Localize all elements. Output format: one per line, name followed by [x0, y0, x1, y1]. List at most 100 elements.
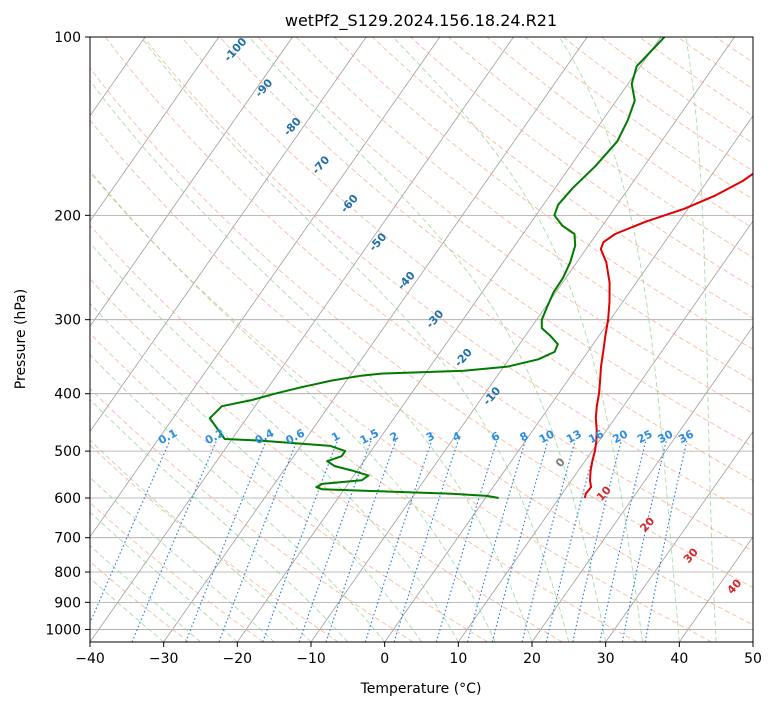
mixing-ratio-line: [466, 440, 526, 642]
moist-adiabat-line: [90, 476, 275, 642]
dry-adiabat-line: [143, 37, 753, 516]
dry-adiabat-line: [639, 37, 753, 117]
dry-adiabat-label: -100: [221, 35, 249, 64]
mixing-ratio-line: [644, 440, 688, 642]
y-tick-label: 600: [54, 491, 81, 507]
dry-adiabat-line: [715, 37, 753, 63]
dry-adiabat-line: [181, 37, 753, 482]
plot-frame: [89, 36, 754, 643]
moist-adiabat-line: [90, 399, 349, 642]
axis-ticks: −40 −30 −20 −10 0 10 20 30 40 5010020030040050060…: [45, 30, 762, 667]
mixing-ratio-label: 0.1: [156, 426, 179, 447]
moist-adiabat-line: [90, 80, 533, 642]
moist-adiabat-line: [90, 354, 386, 642]
dry-adiabat-line: [295, 37, 753, 382]
mixing-ratio-line: [491, 440, 549, 642]
moist-adiabat-line: [248, 37, 607, 642]
y-axis-label: Pressure (hPa): [13, 289, 29, 389]
moist-adiabat-label: 30: [681, 545, 701, 565]
mixing-ratio-line: [621, 440, 667, 642]
isotherm-line: [237, 37, 662, 642]
isotherm-line: [90, 37, 293, 327]
x-tick-label: −30: [149, 651, 179, 667]
profile-series: [208, 37, 753, 499]
mixing-ratio-line: [599, 440, 647, 642]
mixing-ratio-label: 0.2: [203, 426, 226, 447]
dry-adiabat-label: -50: [366, 230, 389, 254]
x-tick-label: 20: [523, 651, 541, 667]
mixing-ratio-label: 36: [676, 427, 696, 446]
dry-adiabat-line: [90, 67, 753, 588]
y-tick-label: 800: [54, 565, 81, 581]
mixing-ratio-line: [572, 440, 622, 642]
moist-adiabat-line: [140, 37, 570, 642]
dry-adiabat-line: [448, 37, 753, 259]
mixing-ratio-line: [131, 440, 218, 642]
dry-adiabat-label: -90: [252, 76, 275, 100]
x-tick-label: 40: [670, 651, 688, 667]
moist-adiabat-line: [90, 169, 496, 642]
mixing-ratio-label: 0.4: [253, 426, 277, 447]
y-tick-label: 200: [54, 208, 81, 224]
mixing-ratio-label: 20: [610, 427, 630, 446]
y-tick-label: 500: [54, 444, 81, 460]
dry-adiabat-line: [486, 37, 753, 229]
x-axis-label: Temperature (°C): [360, 681, 482, 697]
moist-adiabat-line: [90, 545, 201, 642]
y-tick-label: 1000: [45, 622, 81, 638]
mixing-ratio-label: 30: [656, 427, 676, 446]
mixing-ratio-line: [185, 440, 267, 642]
dry-adiabat-label: -20: [452, 346, 475, 370]
mixing-ratio-label: 13: [564, 427, 584, 446]
dry-adiabat-label: -30: [423, 307, 446, 331]
x-tick-label: −40: [75, 651, 105, 667]
mixing-ratio-label: 4: [450, 429, 463, 444]
mixing-ratio-line: [521, 440, 576, 642]
mixing-ratio-line: [545, 440, 598, 642]
mixing-ratio-line: [90, 440, 171, 625]
mixing-ratio-line: [325, 440, 397, 642]
mixing-ratio-label: 2: [388, 429, 401, 444]
dry-adiabat-line: [90, 119, 753, 626]
y-tick-label: 900: [54, 595, 81, 611]
x-tick-label: 10: [449, 651, 467, 667]
dewpoint-profile-line: [208, 37, 666, 499]
x-tick-label: 50: [744, 651, 762, 667]
mixing-ratio-label: 1: [329, 429, 342, 444]
y-tick-label: 300: [54, 313, 81, 329]
isotherm-line: [531, 325, 753, 642]
dry-adiabat-line: [90, 502, 264, 642]
moist-adiabat-line: [392, 37, 643, 642]
mixing-ratio-label: 6: [489, 429, 502, 444]
isotherm-line: [90, 37, 220, 222]
dry-adiabat-line: [333, 37, 753, 350]
chart-title: wetPf2_S129.2024.156.18.24.R21: [285, 11, 557, 31]
moist-adiabat-label: 40: [724, 576, 744, 596]
mixing-ratio-label: 25: [635, 427, 655, 446]
dry-adiabat-line: [90, 171, 712, 642]
moist-adiabat-label: 10: [594, 483, 614, 503]
dry-adiabat-line: [372, 37, 753, 319]
mixing-ratio-label: 1.5: [358, 426, 381, 447]
mixing-ratio-line: [262, 440, 339, 642]
isotherm-line: [605, 430, 753, 642]
x-tick-label: 30: [597, 651, 615, 667]
x-tick-label: −20: [223, 651, 253, 667]
background-grid: [90, 37, 753, 642]
dry-adiabat-label: -40: [395, 269, 418, 293]
mixing-ratio-label: 10: [537, 427, 557, 446]
dry-adiabat-line: [410, 37, 753, 289]
x-tick-label: −10: [296, 651, 326, 667]
dry-adiabat-line: [90, 561, 190, 642]
y-tick-label: 400: [54, 387, 81, 403]
dry-adiabat-line: [90, 332, 488, 642]
x-tick-label: 0: [380, 651, 389, 667]
isotherm-line: [458, 220, 753, 642]
moist-adiabat-label: 20: [637, 514, 657, 534]
mixing-ratio-line: [364, 440, 433, 642]
moist-adiabat-line: [90, 511, 238, 642]
temperature-profile-line: [583, 172, 753, 499]
y-tick-label: 100: [54, 30, 81, 46]
isotherm-line: [679, 536, 753, 642]
dry-adiabat-label: -60: [338, 192, 361, 216]
